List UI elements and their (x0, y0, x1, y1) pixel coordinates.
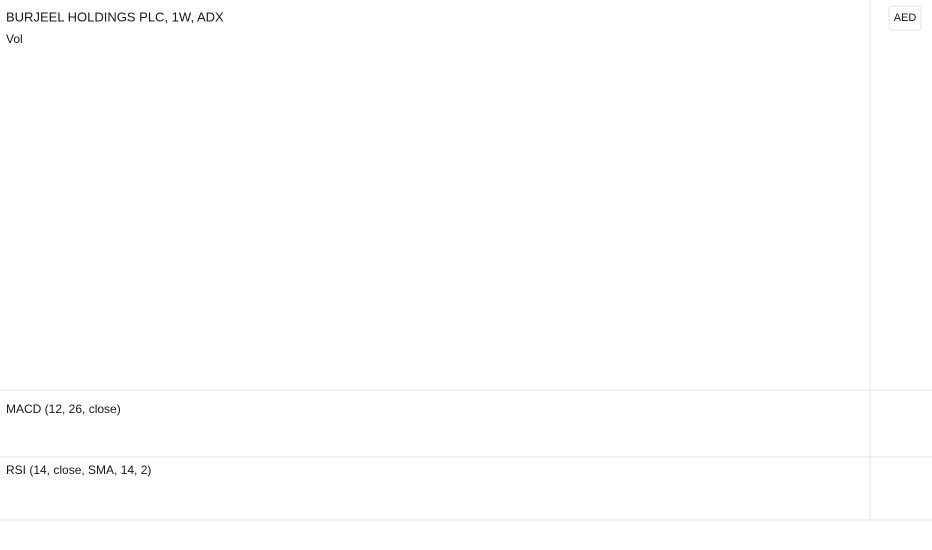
macd-title: MACD (12, 26, close) (6, 402, 121, 416)
rsi-title: RSI (14, close, SMA, 14, 2) (6, 463, 151, 477)
currency-box[interactable] (888, 5, 922, 31)
volume-label: Vol (6, 32, 23, 46)
chart-title: BURJEEL HOLDINGS PLC, 1W, ADX (6, 9, 224, 24)
currency: AED (894, 12, 917, 24)
